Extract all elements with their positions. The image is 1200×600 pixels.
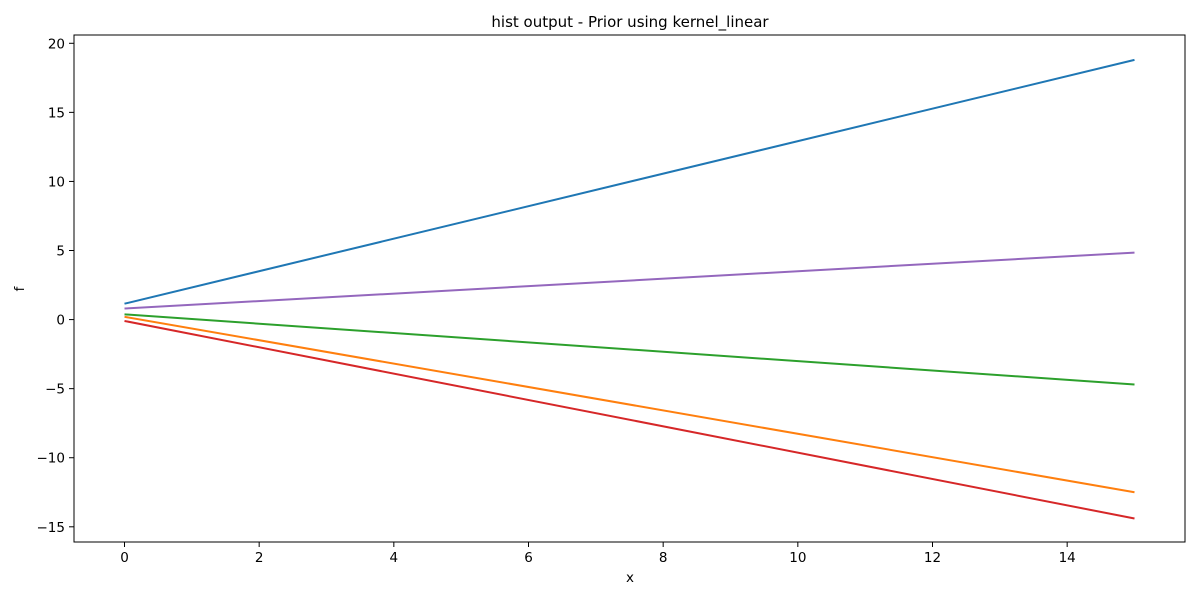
y-tick-label: −15 xyxy=(37,520,66,536)
x-tick-label: 6 xyxy=(524,550,533,566)
x-tick-label: 4 xyxy=(390,550,399,566)
x-tick-label: 0 xyxy=(120,550,129,566)
x-tick-label: 14 xyxy=(1059,550,1076,566)
y-tick-label: −5 xyxy=(45,382,65,398)
y-tick-label: 15 xyxy=(48,105,65,121)
x-tick-label: 8 xyxy=(659,550,668,566)
y-tick-label: 0 xyxy=(56,313,65,329)
x-axis-label: x xyxy=(626,570,634,586)
x-tick-label: 2 xyxy=(255,550,264,566)
chart-title: hist output - Prior using kernel_linear xyxy=(491,13,769,32)
x-tick-label: 10 xyxy=(789,550,806,566)
y-tick-label: 5 xyxy=(56,244,65,260)
x-tick-label: 12 xyxy=(924,550,941,566)
y-tick-label: 20 xyxy=(48,36,65,52)
y-tick-label: 10 xyxy=(48,174,65,190)
y-tick-label: −10 xyxy=(37,451,66,467)
